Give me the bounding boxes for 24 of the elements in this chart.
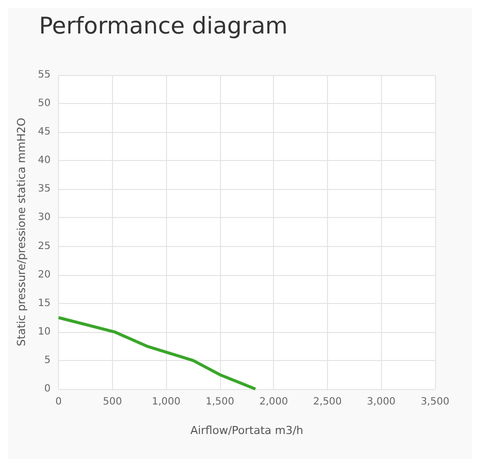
y-tick-label: 0 — [44, 384, 51, 394]
y-axis-title: Static pressure/pressione statica mmH2O — [15, 117, 28, 346]
y-tick-label: 15 — [38, 298, 51, 309]
y-tick-label: 50 — [38, 98, 51, 110]
chart-title: Performance diagram — [39, 14, 288, 40]
y-tick-label: 25 — [38, 240, 51, 252]
y-tick-label: 10 — [38, 326, 51, 338]
x-tick-label: 500 — [102, 396, 122, 408]
y-tick-label: 35 — [38, 184, 51, 195]
y-tick-label: 55 — [38, 70, 51, 80]
x-tick-label: 0 — [55, 396, 62, 408]
line-series — [57, 316, 257, 390]
x-tick-label: 2,500 — [313, 396, 342, 408]
y-tick-label: 20 — [38, 269, 51, 280]
y-tick-label: 5 — [44, 354, 51, 366]
y-tick-label: 40 — [38, 155, 51, 166]
x-tick-label: 3,500 — [420, 396, 450, 408]
x-axis-title: Airflow/Portata m3/h — [190, 424, 304, 437]
x-tick-label: 2,000 — [259, 396, 288, 408]
y-tick-label: 45 — [38, 126, 51, 138]
x-tick-label: 3,000 — [366, 396, 396, 408]
x-tick-label: 1,500 — [206, 396, 234, 408]
x-tick-label: 1,000 — [152, 396, 180, 408]
y-tick-label: 30 — [38, 212, 51, 224]
